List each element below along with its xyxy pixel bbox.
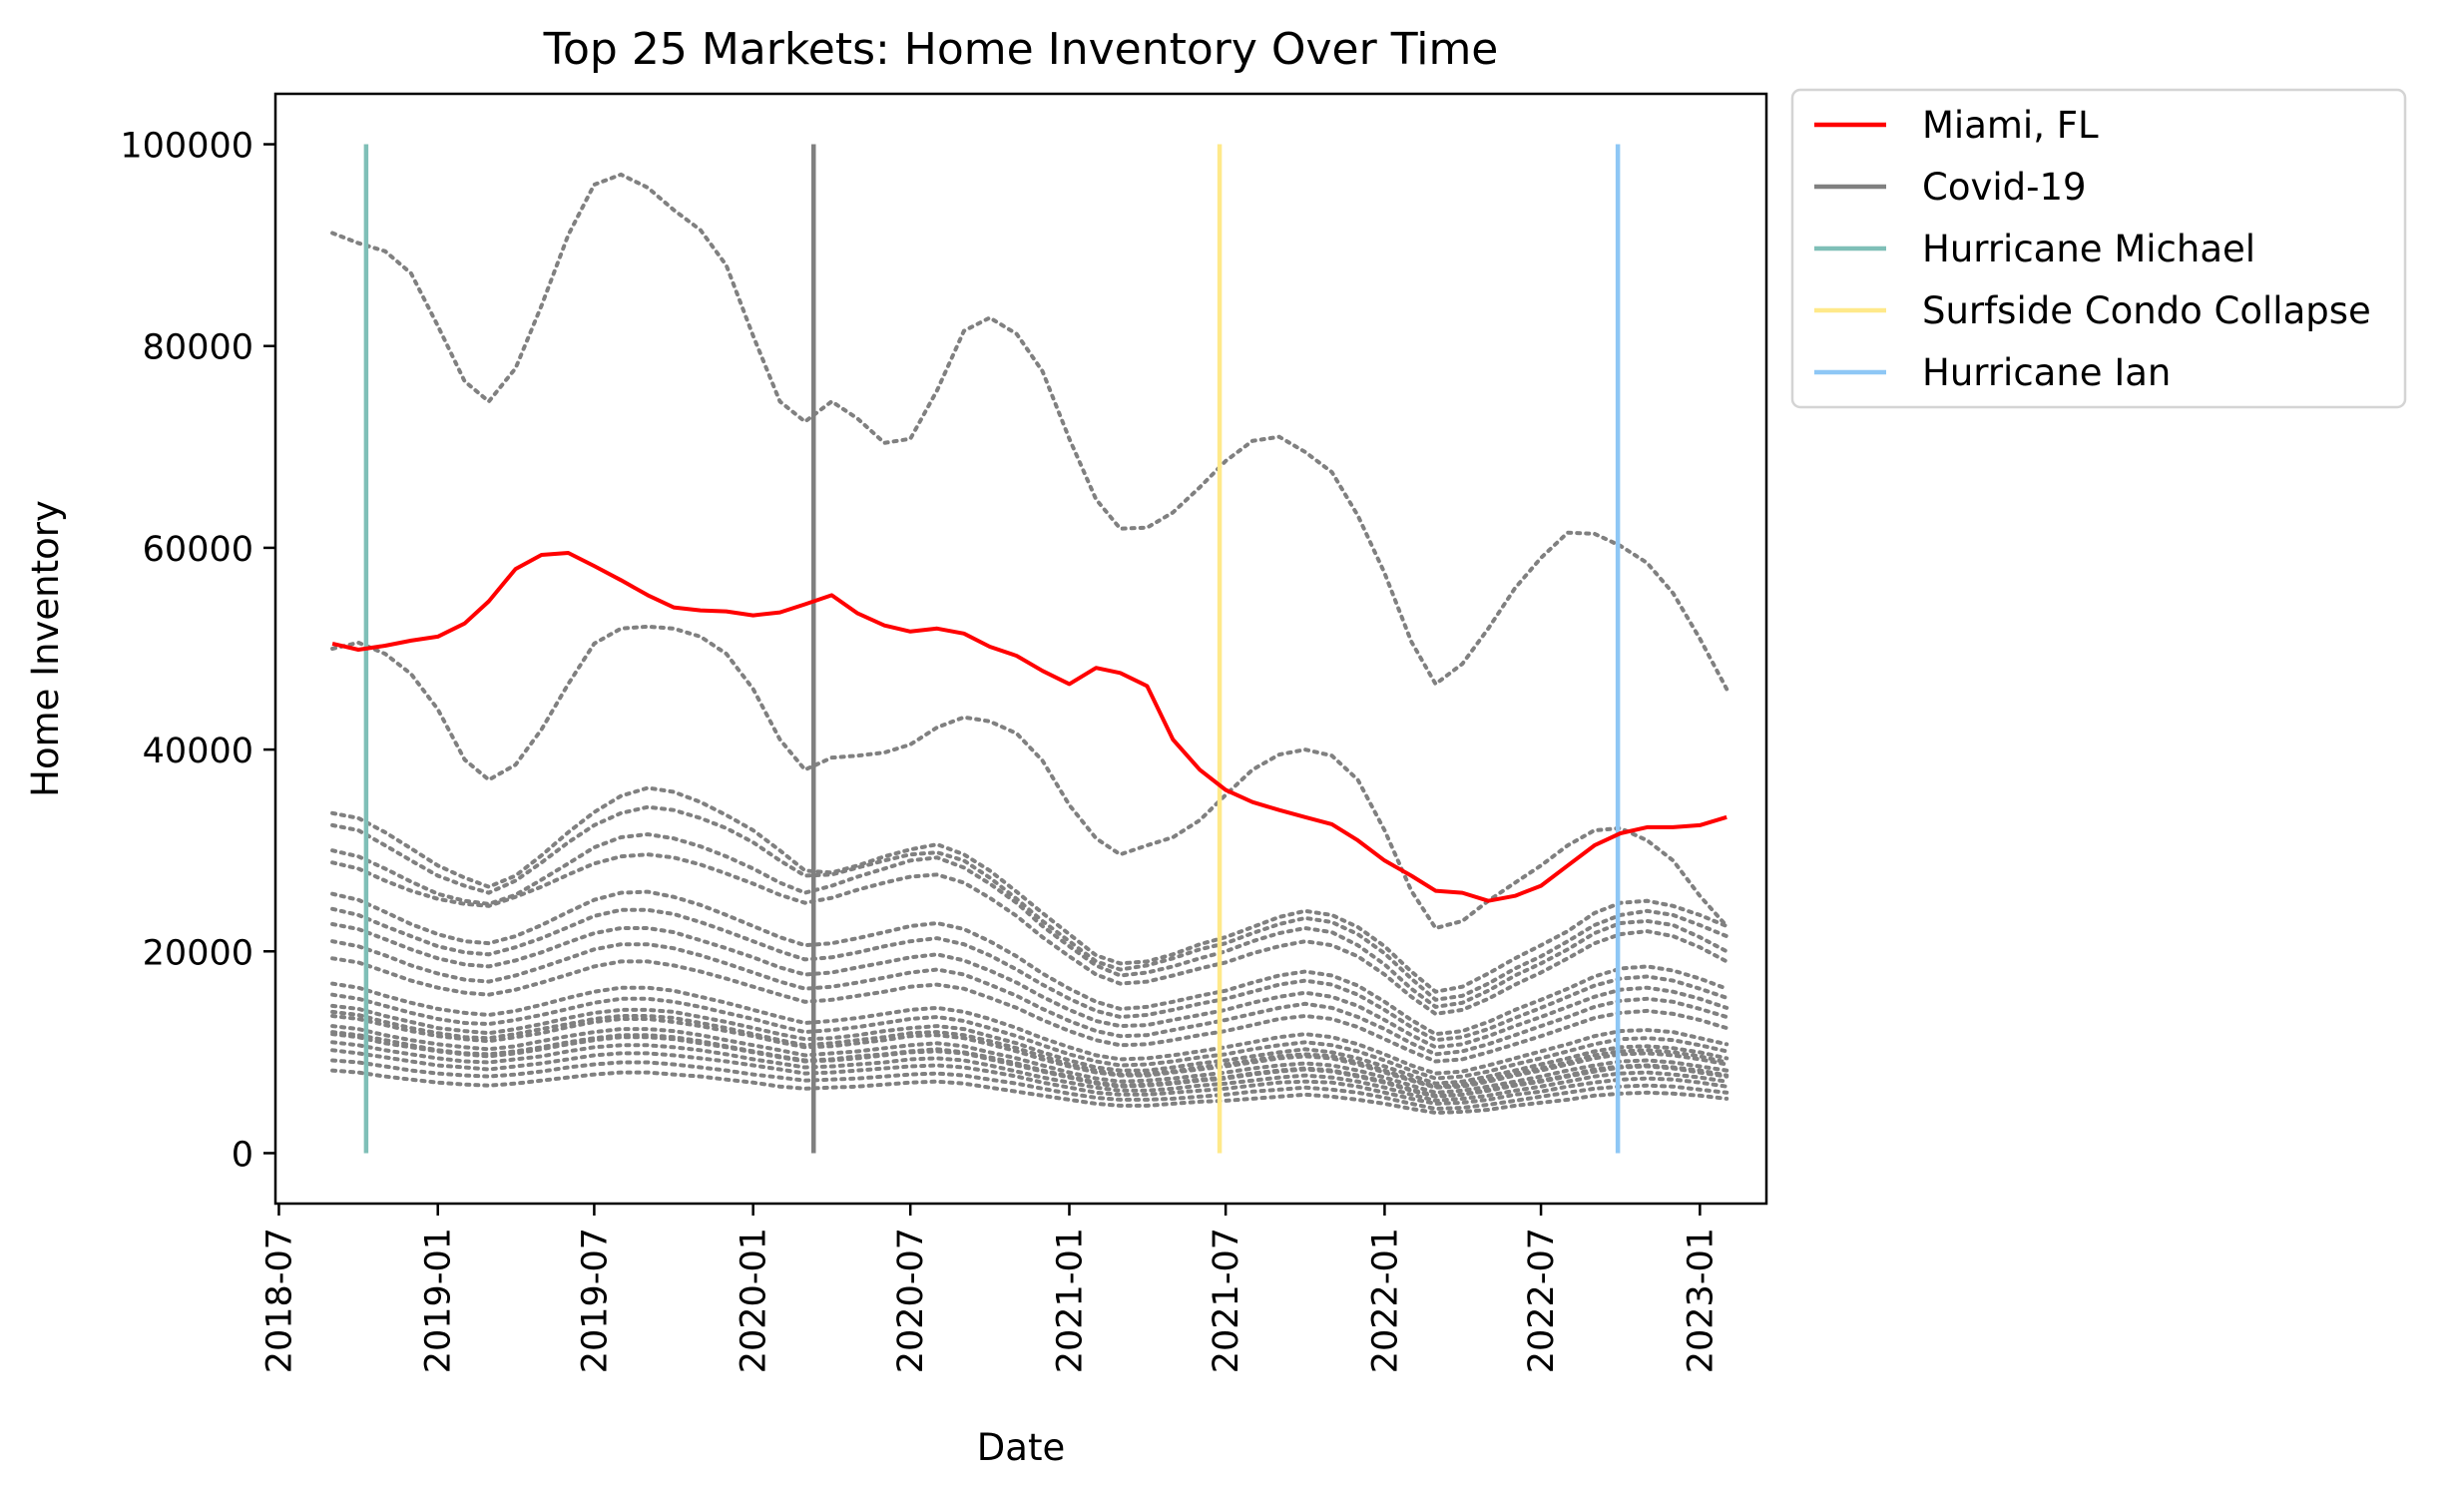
highlight-series-line — [331, 551, 1727, 903]
market-series-line-13 — [330, 992, 1729, 1081]
market-series-line-12 — [330, 981, 1729, 1076]
highlight-series-layer — [331, 551, 1727, 903]
market-series-line-4 — [330, 804, 1729, 1002]
market-series-line-11 — [330, 956, 1729, 1064]
y-tick-label: 0 — [232, 1135, 253, 1175]
legend-label: Covid-19 — [1922, 166, 2087, 209]
x-tick-label: 2021-07 — [1207, 1228, 1246, 1373]
market-series-line-16 — [330, 1024, 1729, 1095]
y-axis-label: Home Inventory — [24, 500, 67, 797]
legend-label: Hurricane Michael — [1922, 228, 2255, 270]
y-tick-label: 100000 — [120, 127, 253, 167]
x-tick-label: 2020-07 — [891, 1228, 931, 1373]
plot-area-frame — [273, 92, 1768, 1206]
market-series-line-14 — [330, 1003, 1729, 1086]
market-series-line-6 — [330, 852, 1729, 1016]
market-series-line-10 — [330, 939, 1729, 1057]
y-tick-label: 40000 — [143, 732, 253, 771]
legend-label: Surfside Condo Collapse — [1922, 289, 2371, 332]
market-series-line-1 — [330, 172, 1729, 692]
legend-label: Miami, FL — [1922, 104, 2099, 147]
market-series-line-18 — [330, 1040, 1729, 1103]
market-series-line-8 — [330, 906, 1729, 1043]
x-tick-label: 2019-01 — [419, 1228, 459, 1373]
x-tick-label: 2023-01 — [1681, 1228, 1721, 1373]
x-axis-label: Date — [977, 1426, 1065, 1469]
market-series-line-3 — [330, 785, 1729, 994]
market-series-line-21 — [330, 1068, 1729, 1116]
market-series-line-19 — [330, 1048, 1729, 1106]
y-tick-label: 20000 — [143, 933, 253, 973]
legend: Miami, FL Covid-19 Hurricane Michael Surfsi… — [1790, 88, 2407, 409]
x-tick-label: 2020-01 — [735, 1228, 774, 1373]
y-axis: 0 20000 40000 60000 80000 100000 — [120, 127, 275, 1175]
chart-title: Top 25 Markets: Home Inventory Over Time — [543, 24, 1499, 75]
x-tick-label: 2019-07 — [575, 1228, 615, 1373]
market-series-line-5 — [330, 831, 1729, 1010]
market-series-line-20 — [330, 1058, 1729, 1112]
x-axis: 2018-07 2019-01 2019-07 2020-01 2020-07 2021-… — [260, 1204, 1721, 1373]
y-tick-label: 80000 — [143, 328, 253, 368]
x-tick-label: 2022-07 — [1522, 1228, 1562, 1373]
legend-frame — [1790, 88, 2407, 409]
y-tick-label: 60000 — [143, 530, 253, 570]
market-series-line-2 — [330, 624, 1729, 931]
market-series-line-7 — [330, 889, 1729, 1037]
x-tick-label: 2021-01 — [1051, 1228, 1091, 1373]
market-series-line-9 — [330, 922, 1729, 1050]
x-tick-label: 2022-01 — [1365, 1228, 1405, 1373]
x-tick-label: 2018-07 — [260, 1228, 300, 1373]
market-series-line-23 — [330, 1030, 1729, 1098]
legend-label: Hurricane Ian — [1922, 351, 2171, 394]
background-series-layer — [330, 172, 1729, 1116]
market-series-line-22 — [330, 1009, 1729, 1089]
